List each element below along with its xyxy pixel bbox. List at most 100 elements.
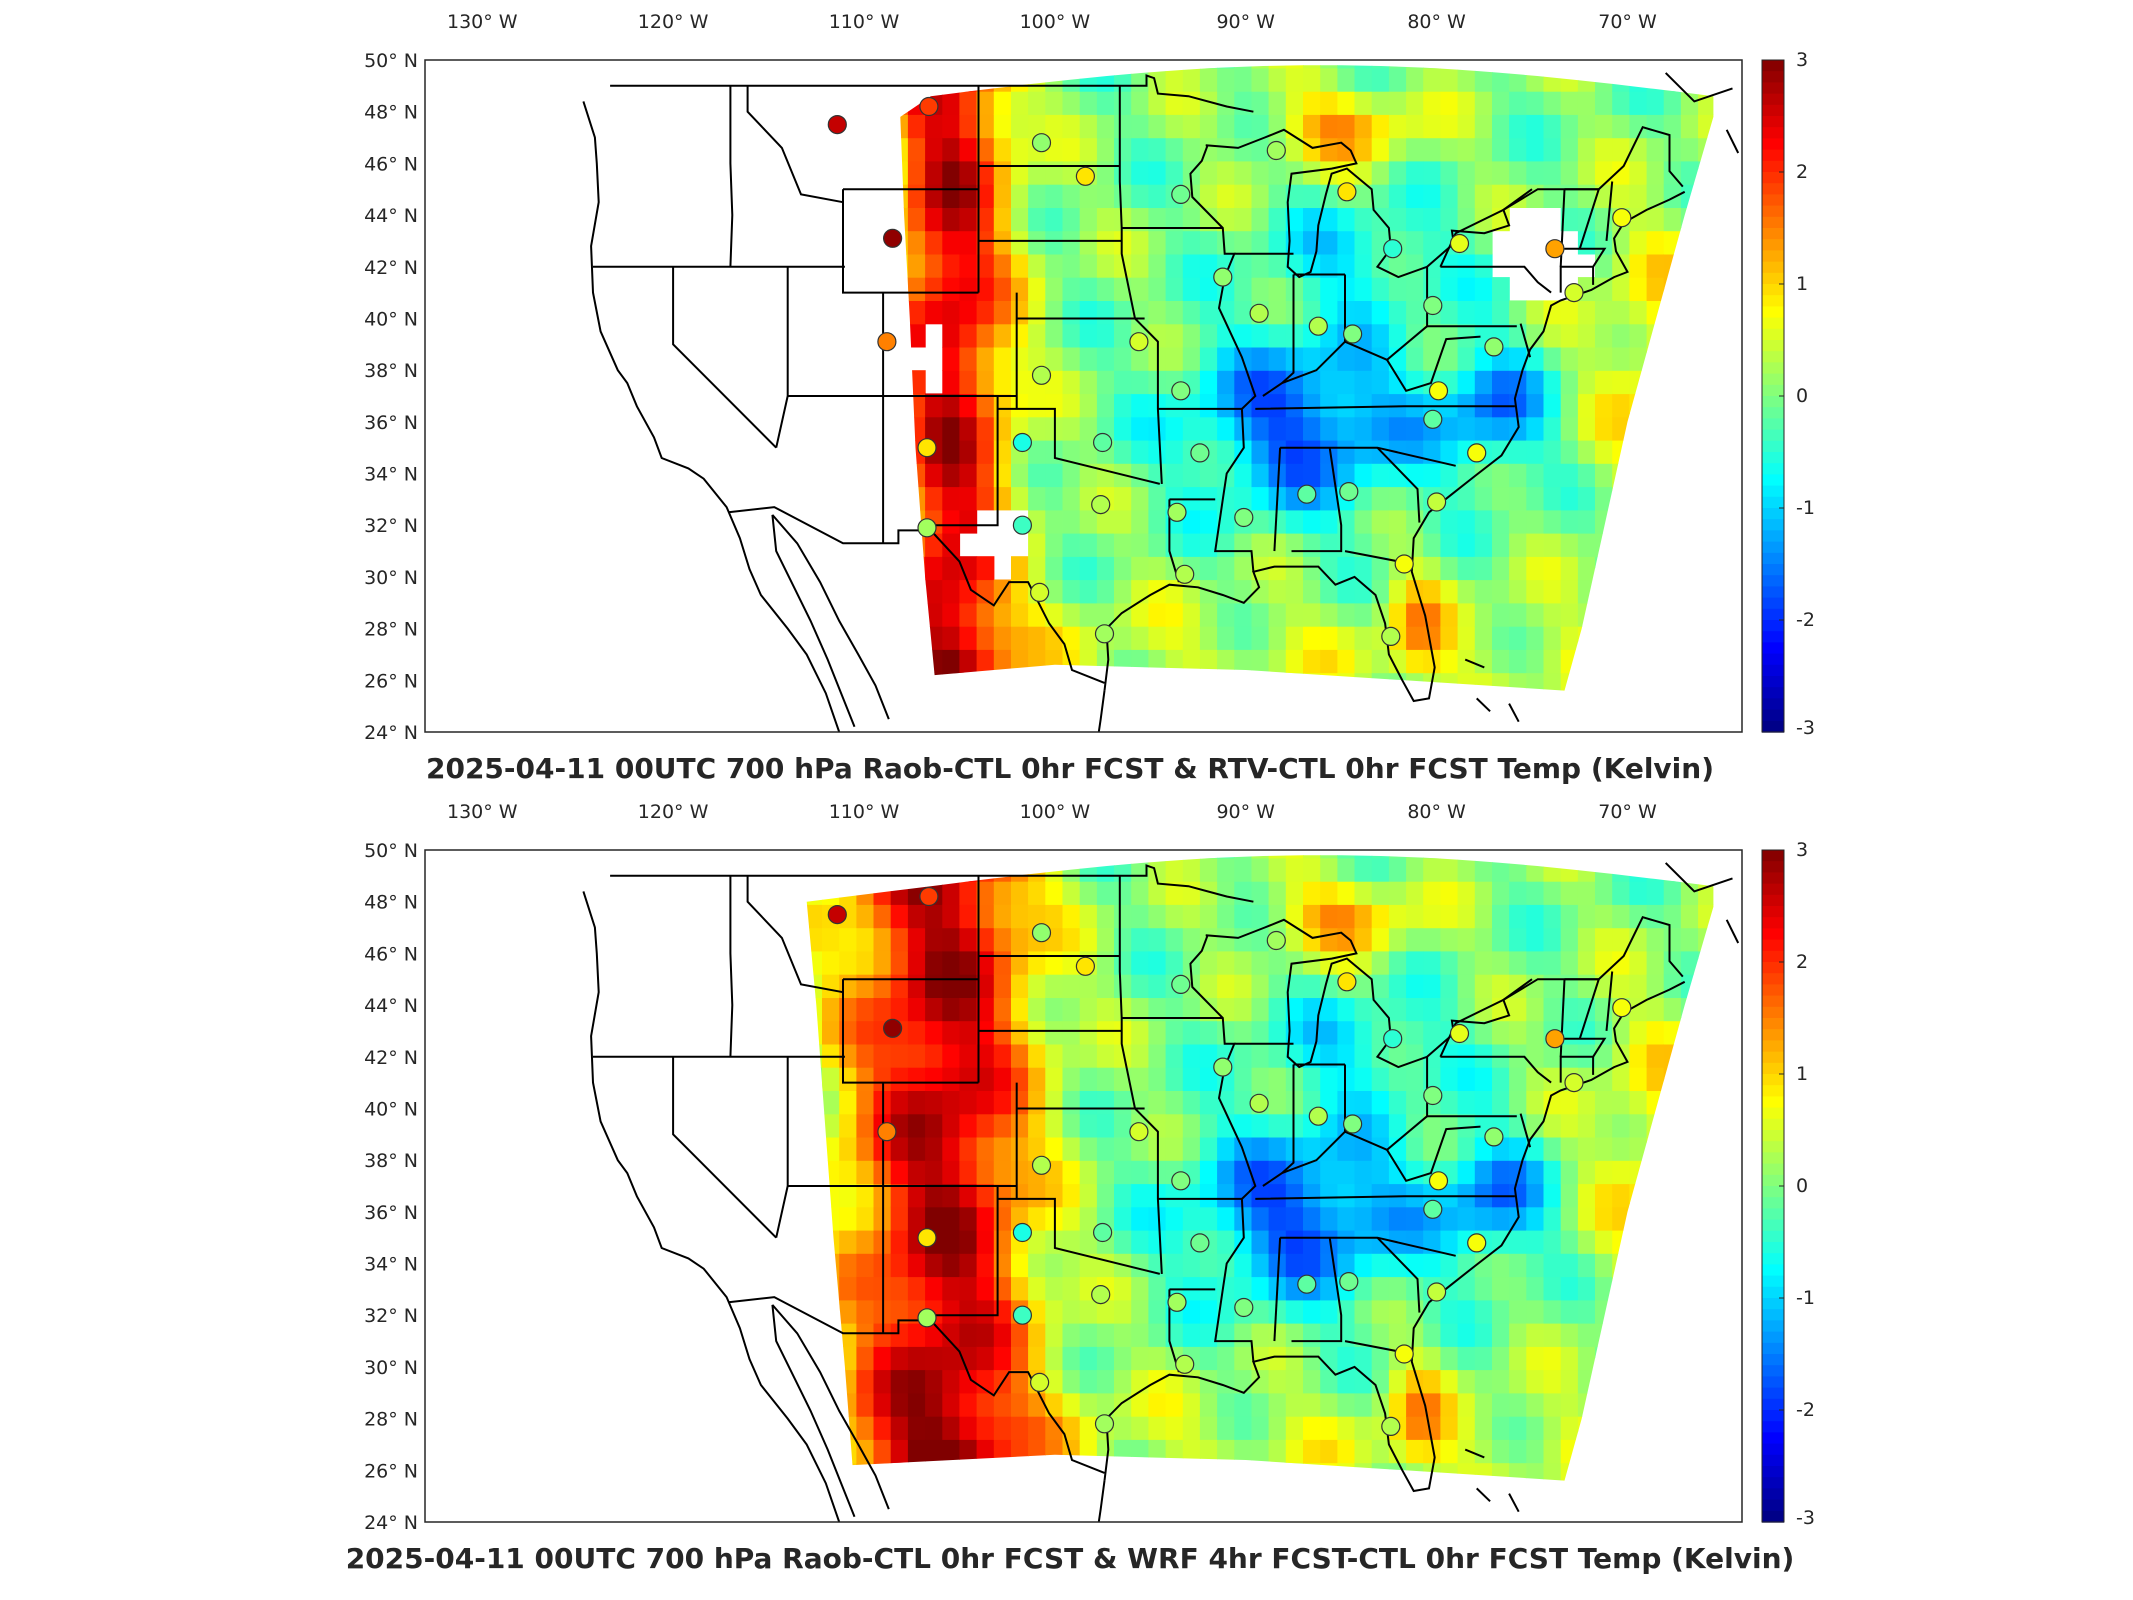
boundary-line: [729, 85, 734, 267]
raob-station-marker: [1545, 239, 1565, 259]
raob-stations: [827, 886, 1632, 1437]
raob-station-marker: [1091, 1285, 1111, 1305]
boundary-line: [771, 1304, 890, 1510]
raob-station-marker: [1423, 295, 1443, 316]
longitude-label: 70° W: [1598, 11, 1657, 33]
map-border: [424, 849, 1743, 1523]
raob-station-marker: [919, 886, 939, 907]
raob-station-marker: [882, 228, 903, 248]
raob-station-marker: [1031, 365, 1052, 385]
boundary-line: [1578, 188, 1600, 250]
raob-station-marker: [1612, 208, 1632, 228]
latitude-label: 40° N: [364, 1099, 418, 1121]
raob-station-marker: [1249, 1093, 1269, 1113]
colorbar-tick-label: -3: [1796, 1507, 1815, 1529]
raob-station-marker: [1167, 1292, 1187, 1312]
raob-station-marker: [1423, 1085, 1443, 1106]
latitude-label: 26° N: [364, 670, 418, 692]
boundary-line: [1189, 934, 1257, 1362]
colorbar-tick-label: -3: [1796, 717, 1815, 739]
longitude-label: 130° W: [447, 11, 518, 33]
colorbar-tick-label: 0: [1796, 385, 1808, 407]
raob-station-marker: [1012, 515, 1033, 535]
boundary-line: [1205, 918, 1533, 1069]
raob-station-marker: [1426, 1282, 1447, 1302]
raob-station-marker: [1308, 316, 1328, 336]
raob-station-marker: [1297, 484, 1317, 504]
boundary-line: [1559, 265, 1595, 293]
colorbar-tick-label: -2: [1796, 1399, 1815, 1421]
boundary-line: [1273, 1237, 1282, 1342]
raob-station-marker: [1029, 1372, 1050, 1393]
raob-station-marker: [882, 1018, 903, 1038]
boundary-line: [771, 514, 856, 728]
boundary-line: [1262, 274, 1295, 397]
colorbar-tick-label: 2: [1796, 161, 1808, 183]
boundary-line: [1255, 405, 1515, 410]
boundary-line: [1376, 1237, 1421, 1313]
raob-station-marker: [1564, 283, 1584, 303]
raob-station-marker: [1129, 1122, 1149, 1142]
longitude-label: 130° W: [447, 801, 518, 823]
boundary-line: [1354, 1236, 1456, 1257]
boundary-line: [1097, 690, 1106, 732]
boundary-line: [1476, 697, 1491, 713]
boundary-line: [1097, 1480, 1106, 1522]
boundary-line: [1385, 325, 1481, 392]
boundary-line: [1255, 1195, 1515, 1200]
boundary-line: [1559, 1055, 1595, 1083]
colorbar: 3 2 1 0 -1 -2 -3: [1761, 49, 1815, 739]
raob-station-marker: [1428, 1171, 1449, 1191]
panel-title: 2025-04-11 00UTC 700 hPa Raob-CTL 0hr FC…: [426, 752, 1714, 785]
raob-station-marker: [1075, 956, 1096, 976]
longitude-label: 110° W: [829, 11, 900, 33]
latitude-label: 32° N: [364, 515, 418, 537]
longitude-label: 100° W: [1020, 801, 1091, 823]
raob-station-marker: [1213, 1057, 1233, 1077]
map-border: [424, 59, 1743, 733]
longitude-label: 80° W: [1407, 11, 1466, 33]
raob-station-marker: [1545, 1029, 1565, 1049]
boundary-line: [1605, 971, 1614, 1031]
boundary-line: [1262, 1064, 1295, 1187]
boundary-line: [1281, 1130, 1388, 1175]
boundary-line: [1464, 1448, 1485, 1459]
latitude-label: 28° N: [364, 619, 418, 641]
boundary-line: [746, 875, 844, 994]
raob-station-marker: [1484, 337, 1504, 357]
boundary-line: [1440, 265, 1552, 294]
raob-station-marker: [1467, 443, 1487, 463]
longitude-label: 70° W: [1598, 801, 1657, 823]
raob-station-marker: [1381, 1416, 1401, 1437]
latitude-label: 24° N: [364, 722, 418, 744]
raob-station-marker: [1342, 1114, 1363, 1134]
latitude-label: 44° N: [364, 205, 418, 227]
colorbar-tick-label: 0: [1796, 1175, 1808, 1197]
raob-station-marker: [1449, 233, 1470, 254]
map-panel-wrf: 2025-04-11 00UTC 700 hPa Raob-CTL 0hr FC…: [346, 801, 1815, 1575]
raob-station-marker: [1012, 1305, 1033, 1325]
raob-station-marker: [1167, 502, 1187, 522]
panel-bottom: 2025-04-11 00UTC 700 hPa Raob-CTL 0hr FC…: [0, 790, 2133, 1590]
raob-station-marker: [1175, 1354, 1195, 1374]
latitude-label: 42° N: [364, 257, 418, 279]
boundary-line: [842, 1056, 979, 1084]
raob-station-marker: [1091, 495, 1111, 515]
boundary-line: [771, 1304, 856, 1518]
boundary-line: [728, 506, 1105, 684]
boundary-line: [1281, 340, 1388, 385]
raob-station-marker: [917, 438, 937, 458]
raob-station-marker: [917, 1308, 937, 1328]
raob-station-marker: [1249, 303, 1269, 323]
raob-station-marker: [917, 518, 937, 538]
raob-station-marker: [1337, 972, 1357, 992]
boundary-line: [1189, 144, 1257, 572]
raob-station-marker: [827, 114, 847, 135]
latitude-label: 36° N: [364, 1202, 418, 1224]
latitude-label: 34° N: [364, 464, 418, 486]
boundary-line: [928, 1186, 999, 1317]
boundary-line: [1605, 181, 1614, 241]
raob-station-marker: [1175, 564, 1195, 584]
latitude-label: 42° N: [364, 1047, 418, 1069]
boundary-line: [610, 74, 1254, 113]
